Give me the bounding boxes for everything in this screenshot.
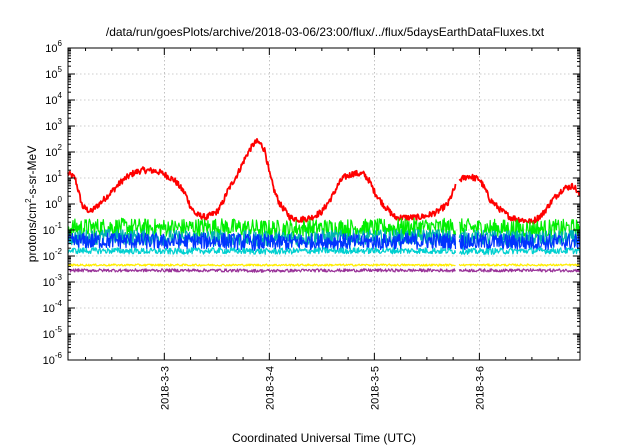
x-axis-title: Coordinated Universal Time (UTC) [232, 431, 416, 445]
y-axis-title: protons/cm2-s-sr-MeV [24, 146, 39, 262]
y-axis-title-suffix: -s-sr-MeV [25, 146, 39, 199]
y-tick-label: 10-3 [43, 273, 63, 289]
y-tick-label: 103 [45, 117, 62, 133]
series-line [67, 263, 581, 267]
series-line [67, 138, 581, 225]
y-tick-label: 105 [45, 65, 62, 81]
chart-title: /data/run/goesPlots/archive/2018-03-06/2… [106, 25, 545, 39]
data-series [67, 138, 581, 273]
series-line [67, 247, 581, 255]
x-tick-label: 2018-3-5 [369, 366, 381, 410]
x-tick-label: 2018-3-4 [264, 366, 276, 410]
x-tick-labels: 2018-3-3 2018-3-4 2018-3-5 2018-3-6 [159, 366, 486, 410]
x-tick-label: 2018-3-3 [159, 366, 171, 410]
y-axis-title-exponent: 2 [24, 198, 33, 203]
axis-ticks [68, 47, 580, 361]
y-tick-label: 106 [45, 39, 62, 55]
y-tick-label: 10-2 [43, 247, 63, 263]
y-tick-label: 101 [45, 169, 62, 185]
y-tick-label: 10-6 [43, 351, 63, 367]
y-tick-label: 10-1 [43, 221, 63, 237]
y-axis-title-prefix: protons/cm [25, 203, 39, 262]
y-tick-label: 104 [45, 91, 62, 107]
y-tick-labels: 10-6 10-5 10-4 10-3 10-2 10-1 100 101 102 103 104 1… [43, 39, 63, 367]
y-tick-label: 10-5 [43, 325, 63, 341]
y-tick-label: 100 [45, 195, 62, 211]
y-tick-label: 102 [45, 143, 62, 159]
grid [68, 48, 580, 360]
x-tick-label: 2018-3-6 [474, 366, 486, 410]
series-line [67, 268, 581, 273]
series-line [67, 232, 581, 252]
y-tick-label: 10-4 [43, 299, 63, 315]
